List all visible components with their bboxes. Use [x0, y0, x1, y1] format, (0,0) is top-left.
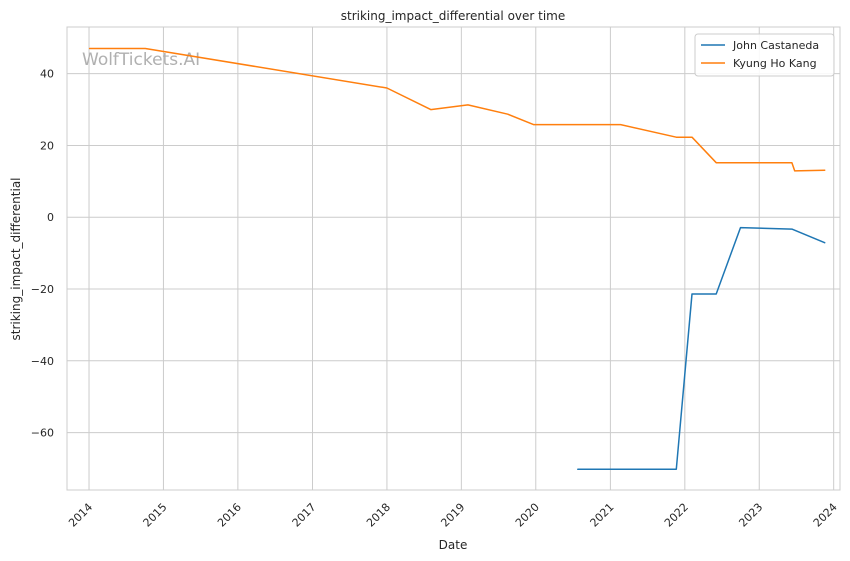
y-axis-ticks: 40 20 0 −20 −40 −60: [31, 68, 54, 440]
grid: [67, 27, 840, 490]
chart-title: striking_impact_differential over time: [341, 9, 566, 23]
plot-frame: [66, 26, 841, 491]
y-tick-label-20: 20: [40, 139, 54, 152]
y-tick-label--40: −40: [31, 355, 54, 368]
series-layer: [88, 47, 826, 470]
legend-box: [694, 33, 835, 77]
legend-label-john-castaneda: John Castaneda: [732, 39, 819, 52]
legend: John Castaneda Kyung Ho Kang: [694, 33, 835, 77]
y-tick-label-40: 40: [40, 68, 54, 81]
y-tick-label--60: −60: [31, 427, 54, 440]
series-line-john-castaneda: [577, 226, 826, 470]
y-tick-label-0: 0: [47, 211, 54, 224]
legend-label-kyung-ho-kang: Kyung Ho Kang: [733, 57, 817, 70]
series-line-kyung-ho-kang: [88, 47, 826, 172]
y-tick-label--20: −20: [31, 283, 54, 296]
y-axis-title: striking_impact_differential: [9, 177, 23, 340]
x-axis-title: Date: [439, 538, 468, 552]
watermark-text: WolfTickets.AI: [82, 50, 200, 70]
